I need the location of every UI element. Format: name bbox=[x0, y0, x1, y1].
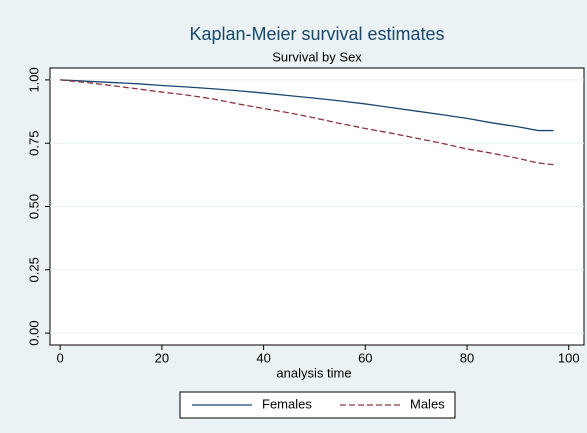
x-tick-label: 60 bbox=[358, 350, 372, 365]
y-tick-label: 0.00 bbox=[26, 320, 41, 345]
y-tick-label: 1.00 bbox=[26, 67, 41, 92]
x-axis-label: analysis time bbox=[276, 365, 351, 380]
survival-line bbox=[60, 79, 554, 166]
x-tick-label: 100 bbox=[558, 350, 580, 365]
survival-line bbox=[60, 79, 554, 132]
y-tick-label: 0.50 bbox=[26, 194, 41, 219]
chart-subtitle: Survival by Sex bbox=[272, 49, 362, 64]
x-tick-label: 40 bbox=[256, 350, 270, 365]
legend-label: Males bbox=[410, 396, 445, 411]
x-tick-label: 20 bbox=[155, 350, 169, 365]
legend-label: Females bbox=[262, 396, 312, 411]
y-tick-label: 0.75 bbox=[26, 131, 41, 156]
y-tick-label: 0.25 bbox=[26, 257, 41, 282]
x-tick-label: 0 bbox=[57, 350, 64, 365]
chart-title: Kaplan-Meier survival estimates bbox=[189, 24, 444, 44]
x-tick-label: 80 bbox=[460, 350, 474, 365]
